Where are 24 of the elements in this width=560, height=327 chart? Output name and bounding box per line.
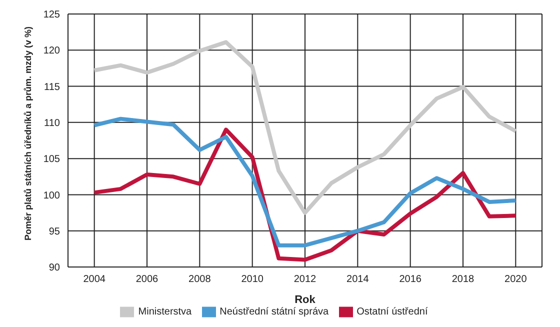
legend-label: Ostatní ústřední bbox=[356, 306, 428, 318]
line-series bbox=[92, 40, 518, 215]
x-tick-label: 2020 bbox=[504, 274, 528, 286]
y-tick-label: 125 bbox=[43, 10, 60, 21]
legend-label: Neústřední státní správa bbox=[220, 306, 329, 318]
x-tick-label: 2010 bbox=[241, 274, 264, 286]
x-tick-label: 2006 bbox=[136, 274, 159, 286]
x-tick-label: 2014 bbox=[346, 274, 370, 286]
y-tick-label: 100 bbox=[43, 190, 60, 202]
x-tick-label: 2016 bbox=[399, 274, 422, 286]
x-tick-label: 2004 bbox=[83, 274, 106, 286]
line-series bbox=[92, 116, 518, 248]
y-tick-label: 95 bbox=[48, 226, 60, 238]
y-tick-label: 120 bbox=[43, 46, 60, 57]
x-axis-title: Rok bbox=[294, 294, 316, 306]
y-tick-label: 90 bbox=[48, 262, 60, 274]
y-tick-label: 110 bbox=[44, 118, 60, 129]
y-axis-title: Poměr platů státních úředníků a prům. mzdy (v %) bbox=[23, 26, 34, 240]
x-tick-label: 2012 bbox=[294, 274, 317, 286]
y-tick-label: 115 bbox=[44, 82, 60, 93]
y-tick-label: 105 bbox=[43, 154, 60, 166]
x-tick-label: 2018 bbox=[452, 274, 475, 286]
legend-label: Ministerstva bbox=[138, 306, 192, 318]
x-tick-label: 2008 bbox=[188, 274, 212, 286]
